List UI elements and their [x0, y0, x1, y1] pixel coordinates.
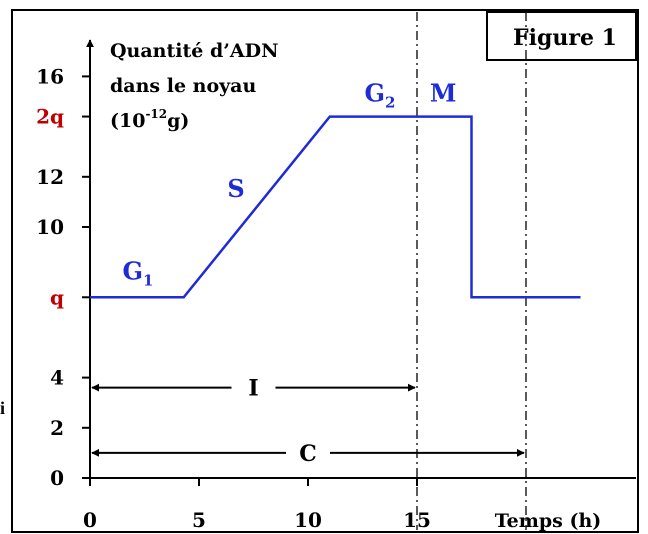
- figure-label-box: Figure 1: [486, 11, 637, 61]
- y-axis-label-line-3: (10-12g): [110, 107, 189, 132]
- y-axis-label-exponent: -12: [145, 107, 167, 121]
- y-axis-label-base: (10: [110, 110, 145, 132]
- interval-arrows: IC: [91, 373, 525, 467]
- phase-label: G1: [122, 257, 153, 290]
- y-tick-label: 2q: [36, 105, 64, 129]
- phase-label: G2: [364, 79, 395, 112]
- phase-label-main: G: [122, 257, 143, 286]
- y-tick-label: 4: [50, 366, 64, 390]
- x-tick-label: 10: [294, 508, 322, 532]
- y-axis-label: Quantité d’ADN dans le noyau (10-12g): [110, 40, 278, 132]
- interval-label-bg: [286, 438, 330, 467]
- series-layer: [90, 115, 581, 299]
- dna-quantity-line: [90, 115, 581, 299]
- y-axis-label-line-1: Quantité d’ADN: [110, 40, 278, 62]
- x-tick-label: 0: [83, 508, 97, 532]
- phase-label-main: G: [364, 79, 385, 108]
- phase-label: M: [430, 79, 457, 108]
- y-tick-label: 12: [36, 165, 64, 189]
- phase-label-main: M: [430, 79, 457, 108]
- phase-label-main: S: [227, 174, 244, 203]
- y-tick-label: q: [50, 285, 64, 309]
- y-axis-label-line-2: dans le noyau: [110, 75, 256, 97]
- phase-boundaries: [416, 12, 527, 530]
- phase-label: S: [227, 174, 244, 203]
- phase-label-subscript: 2: [385, 94, 395, 112]
- y-tick-label: 2: [50, 416, 64, 440]
- figure-label: Figure 1: [513, 25, 617, 51]
- y-axis-label-unit: g): [167, 110, 189, 132]
- interval-label: C: [299, 441, 317, 467]
- x-axis-label: Temps (h): [495, 510, 602, 532]
- interval-label: I: [248, 376, 258, 402]
- interval-label-bg: [231, 373, 276, 402]
- y-ticks: 0 2 4 q 10 12 2q 16: [36, 64, 90, 490]
- x-tick-label: 5: [192, 508, 206, 532]
- stray-left-glyph: i: [0, 398, 6, 418]
- y-tick-label: 16: [36, 64, 64, 88]
- y-tick-label: 10: [36, 215, 64, 239]
- phase-label-subscript: 1: [143, 272, 153, 290]
- y-tick-label: 0: [50, 466, 64, 490]
